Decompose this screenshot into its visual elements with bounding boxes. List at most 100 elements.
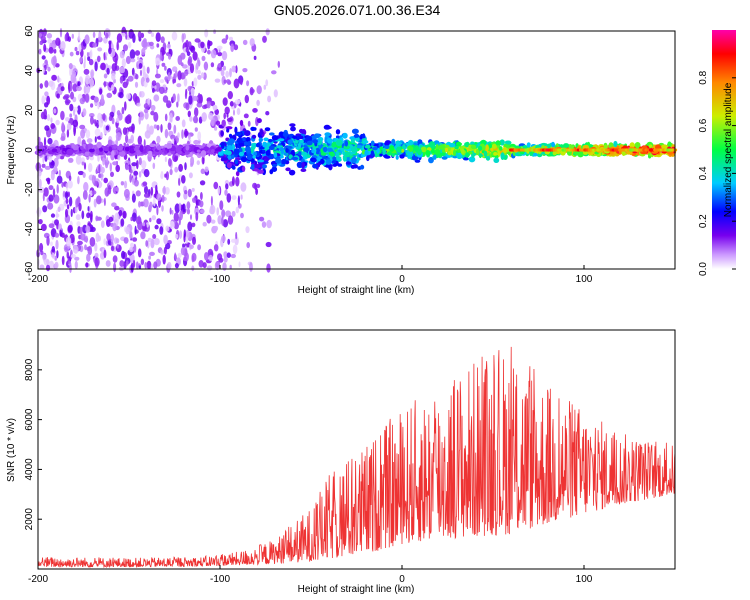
spectrogram-y-tick-label: 0 (24, 147, 35, 153)
spectrogram-noise-cell (68, 63, 73, 70)
spectrogram-noise-cell (80, 233, 86, 241)
spectrogram-noise-cell (112, 255, 118, 263)
spectrogram-noise-cell (60, 110, 65, 121)
spectrogram-noise-cell (229, 101, 234, 107)
spectrogram-noise-cell (123, 180, 128, 189)
spectrogram-noise-cell (90, 69, 95, 78)
spectrogram-noise-cell (189, 244, 194, 250)
spectrogram-signal-cell (661, 144, 668, 150)
colorbar-tick-label: 0.6 (698, 118, 709, 132)
spectrogram-noise-cell (143, 193, 150, 198)
spectrogram-noise-cell (100, 132, 103, 139)
spectrogram-signal-cell (493, 157, 500, 163)
spectrogram-noise-cell (52, 188, 56, 198)
spectrogram-signal-cell (206, 143, 212, 149)
spectrogram-noise-cell (231, 238, 236, 243)
spectrogram-noise-cell (53, 194, 60, 204)
spectrogram-noise-cell (121, 32, 126, 38)
spectrogram-noise-cell (206, 265, 213, 271)
spectrogram-noise-cell (162, 187, 166, 194)
spectrogram-noise-cell (138, 171, 142, 178)
spectrogram-noise-cell (98, 118, 104, 128)
spectrogram-noise-cell (93, 198, 97, 208)
spectrogram-cells (34, 26, 678, 274)
spectrogram-noise-cell (79, 57, 83, 63)
spectrogram-noise-cell (182, 64, 188, 69)
spectrogram-signal-cell (200, 150, 207, 157)
spectrogram-signal-cell (386, 151, 393, 156)
spectrogram-signal-cell (353, 133, 360, 138)
chart-title: GN05.2026.071.00.36.E34 (274, 2, 441, 18)
spectrogram-signal-cell (254, 168, 259, 172)
spectrogram-noise-cell (186, 201, 191, 210)
spectrogram-noise-cell (153, 94, 160, 102)
spectrogram-signal-cell (383, 154, 388, 158)
spectrogram-signal-cell (648, 144, 653, 148)
spectrogram-signal-cell (311, 149, 315, 154)
spectrogram-noise-cell (182, 203, 186, 213)
spectrogram-noise-cell (44, 80, 49, 88)
spectrogram-noise-cell (153, 261, 158, 269)
spectrogram-signal-cell (277, 138, 285, 142)
spectrogram-signal-cell (196, 149, 201, 153)
spectrogram-signal-cell (364, 149, 369, 157)
spectrogram-signal-cell (335, 139, 343, 147)
spectrogram-signal-cell (164, 150, 168, 154)
spectrogram-noise-cell (44, 91, 49, 97)
spectrogram-noise-cell (87, 245, 93, 256)
spectrogram-noise-cell (129, 169, 133, 174)
spectrogram-noise-cell (252, 182, 258, 189)
spectrogram-noise-cell (105, 32, 109, 39)
spectrogram-noise-cell (239, 79, 243, 86)
spectrogram-signal-cell (228, 138, 235, 145)
spectrogram-noise-cell (156, 124, 160, 131)
snr-frame (37, 329, 676, 570)
spectrogram-signal-cell (243, 141, 249, 146)
spectrogram-noise-cell (179, 210, 184, 221)
spectrogram-noise-cell (194, 38, 201, 43)
spectrogram-noise-cell (48, 185, 54, 191)
spectrogram-signal-cell (285, 147, 289, 153)
spectrogram-signal-cell (282, 132, 289, 138)
spectrogram-signal-cell (327, 147, 333, 152)
spectrogram-signal-cell (391, 138, 396, 145)
spectrogram-noise-cell (149, 217, 152, 223)
spectrogram-noise-cell (41, 223, 47, 232)
spectrogram-noise-cell (210, 49, 217, 59)
spectrogram-noise-cell (119, 66, 125, 74)
spectrogram-noise-cell (167, 261, 172, 270)
spectrogram-noise-cell (86, 138, 93, 144)
spectrogram-noise-cell (97, 55, 101, 62)
spectrogram-noise-cell (213, 244, 219, 252)
spectrogram-signal-cell (493, 152, 498, 156)
spectrogram-noise-cell (169, 168, 173, 176)
spectrogram-noise-cell (235, 206, 239, 214)
spectrogram-noise-cell (119, 260, 125, 267)
spectrogram-noise-cell (150, 104, 156, 112)
spectrogram-signal-cell (203, 146, 210, 152)
spectrogram-signal-cell (103, 146, 111, 152)
spectrogram-noise-cell (188, 172, 193, 179)
spectrogram-noise-cell (134, 225, 137, 235)
spectrogram-noise-cell (231, 210, 236, 217)
spectrogram-noise-cell (73, 109, 76, 116)
spectrogram-noise-cell (188, 134, 191, 140)
spectrogram-noise-cell (216, 45, 223, 50)
spectrogram-signal-cell (257, 169, 264, 174)
spectrogram-signal-cell (175, 146, 180, 153)
spectrogram-signal-cell (331, 160, 337, 164)
colorbar-ticks: 0.0 0.2 0.4 0.6 0.8 (698, 70, 736, 276)
spectrogram-noise-cell (213, 181, 219, 190)
spectrogram-x-axis-label: Height of straight line (km) (298, 285, 415, 296)
spectrogram-noise-cell (132, 33, 136, 44)
spectrogram-y-ticks: -60 -40 -20 0 20 40 60 (24, 25, 42, 276)
spectrogram-noise-cell (235, 176, 240, 187)
spectrogram-noise-cell (94, 257, 100, 267)
spectrogram-signal-cell (372, 146, 378, 151)
spectrogram-noise-cell (226, 117, 233, 123)
spectrogram-noise-cell (115, 137, 119, 145)
spectrogram-noise-cell (83, 162, 87, 170)
spectrogram-noise-cell (150, 186, 154, 196)
spectrogram-noise-cell (51, 74, 57, 81)
